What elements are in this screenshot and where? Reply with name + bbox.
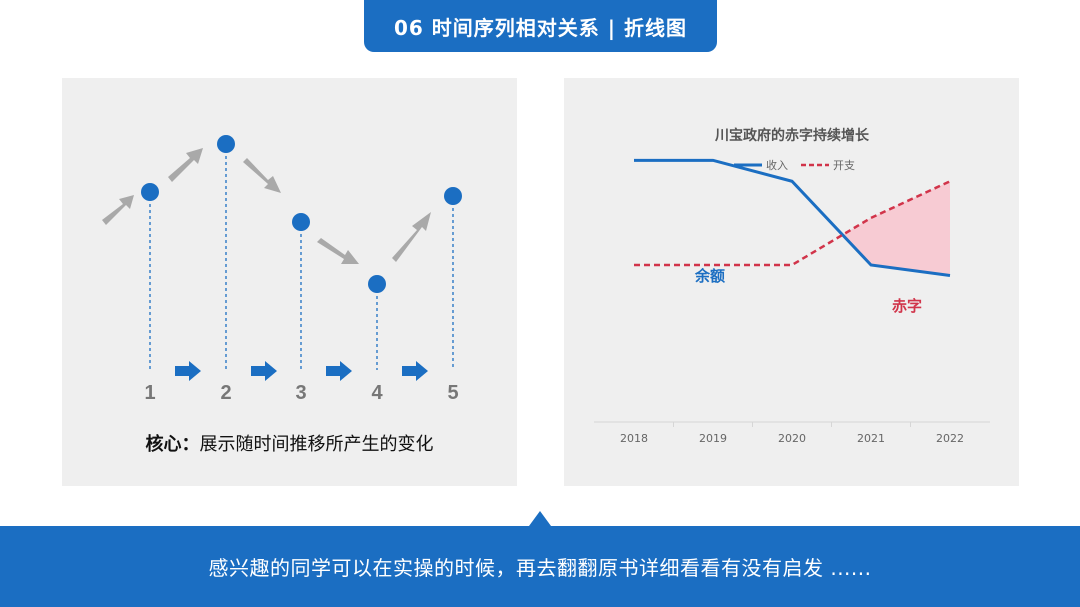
chart-title: 川宝政府的赤字持续增长 <box>714 127 870 144</box>
chart-panel: 川宝政府的赤字持续增长 收入 开支 2018 2019 2020 2021 2022 余… <box>564 78 1019 486</box>
trend-arrow-icon <box>392 212 431 262</box>
right-arrow-icon <box>326 361 352 381</box>
core-caption: 核心：展示随时间推移所产生的变化 <box>62 430 517 456</box>
bottom-notch <box>529 511 551 526</box>
footer-band: 感兴趣的同学可以在实操的时候，再去翻翻原书详细看看有没有启发 ...... <box>0 526 1080 607</box>
step-label: 5 <box>447 382 458 404</box>
legend-label-income: 收入 <box>766 158 788 172</box>
data-point <box>292 213 310 231</box>
concept-panel: 1 2 3 4 5 核心：展示随时间推移所产生的变化 <box>62 78 517 486</box>
trend-arrow-icon <box>243 158 281 193</box>
chart-legend: 收入 开支 <box>734 158 855 172</box>
step-label: 1 <box>144 382 155 404</box>
step-label: 4 <box>371 382 383 404</box>
x-tick-label: 2021 <box>857 432 885 445</box>
x-tick-label: 2022 <box>936 432 964 445</box>
trend-arrow-icon <box>317 238 359 264</box>
plot-area: 2018 2019 2020 2021 2022 <box>620 158 964 445</box>
line-chart: 川宝政府的赤字持续增长 收入 开支 2018 2019 2020 2021 2022 余… <box>594 127 990 445</box>
right-arrow-icon <box>402 361 428 381</box>
x-tick-label: 2019 <box>699 432 727 445</box>
data-point <box>141 183 159 201</box>
page-title: 06 时间序列相对关系 | 折线图 <box>364 0 717 52</box>
core-description: 展示随时间推移所产生的变化 <box>199 434 434 455</box>
data-point <box>368 275 386 293</box>
step-label: 2 <box>220 382 231 404</box>
right-arrow-icon <box>251 361 277 381</box>
deficit-area <box>842 181 950 276</box>
series-line-income <box>634 158 951 277</box>
right-arrow-icon <box>175 361 201 381</box>
core-label: 核心： <box>145 434 200 455</box>
trend-arrow-icon <box>168 148 203 182</box>
annotation-deficit: 赤字 <box>892 297 922 315</box>
legend-label-expense: 开支 <box>833 159 855 172</box>
step-label: 3 <box>295 382 306 404</box>
series-line-expense <box>634 180 951 267</box>
data-point <box>444 187 462 205</box>
footer-text: 感兴趣的同学可以在实操的时候，再去翻翻原书详细看看有没有启发 ...... <box>208 556 872 580</box>
concept-diagram: 1 2 3 4 5 <box>102 135 462 404</box>
x-tick-label: 2020 <box>778 432 806 445</box>
x-tick-label: 2018 <box>620 432 648 445</box>
annotation-balance: 余额 <box>694 267 725 285</box>
trend-arrow-icon <box>102 195 134 225</box>
data-point <box>217 135 235 153</box>
